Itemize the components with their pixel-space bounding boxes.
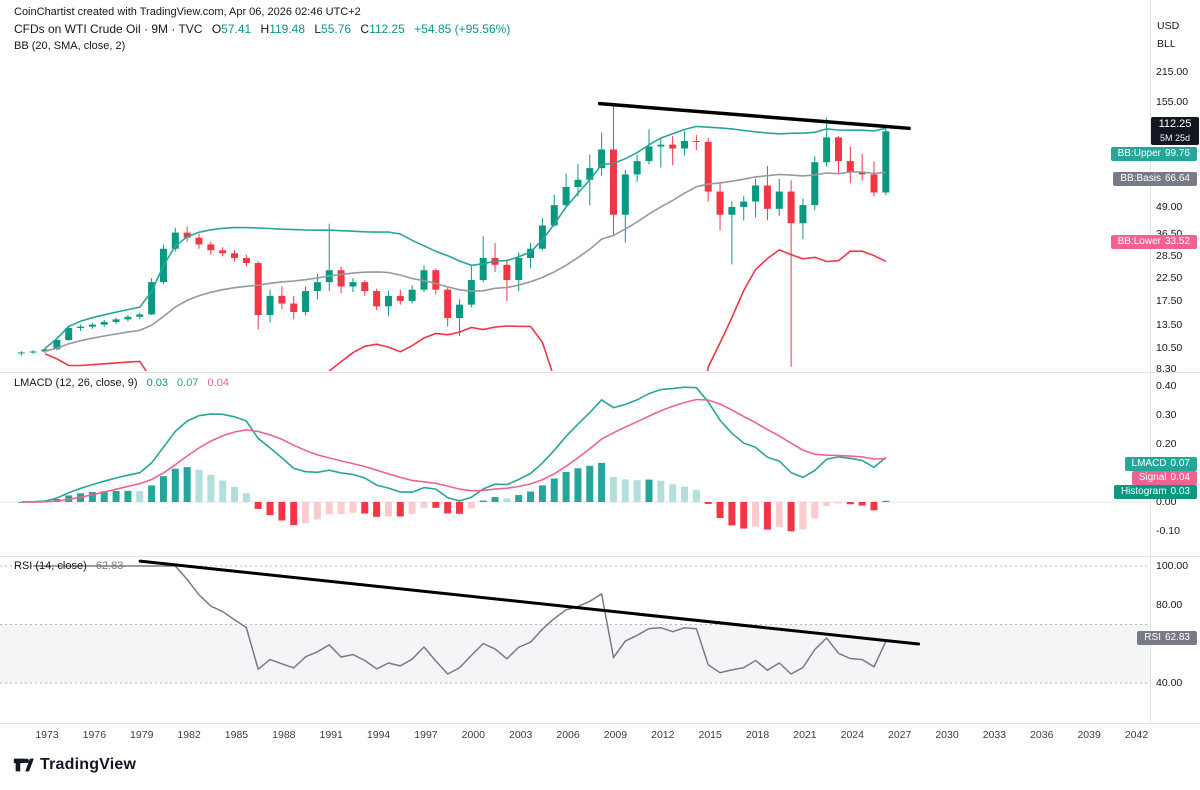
time-tick-label: 1976	[82, 729, 107, 741]
high-value: 119.48	[269, 22, 306, 36]
rsi-band-background	[0, 565, 1150, 684]
price-tick-label: 8.30	[1156, 363, 1177, 375]
close-value: 112.25	[369, 22, 405, 36]
macd-line-value: 0.07	[177, 377, 199, 389]
time-tick-label: 1973	[35, 729, 59, 741]
measure-unit-label: BLL	[1157, 38, 1176, 50]
time-tick-label: 2003	[509, 729, 533, 741]
price-trendline[interactable]	[597, 101, 911, 131]
macd-pane-series	[17, 386, 890, 532]
tradingview-logo-icon	[13, 758, 34, 772]
time-tick-label: 1991	[319, 729, 343, 741]
time-tick-label: 2012	[651, 729, 675, 741]
macd-tick-label: 0.00	[1156, 496, 1177, 508]
macd-tick-label: 0.30	[1156, 409, 1177, 421]
time-tick-label: 2033	[982, 729, 1007, 741]
high-label: H	[260, 22, 270, 36]
time-tick-label: 2030	[935, 729, 959, 741]
time-tick-label: 2006	[556, 729, 580, 741]
bb-upper-line	[44, 125, 886, 350]
brand-name: TradingView	[40, 756, 137, 773]
rsi-legend-title: RSI (14, close)	[14, 560, 87, 572]
time-tick-label: 1988	[272, 729, 296, 741]
time-tick-label: 2042	[1124, 729, 1149, 741]
macd-legend-title: LMACD (12, 26, close, 9)	[14, 377, 138, 389]
last-price-value: 112.25	[1158, 118, 1192, 131]
bb-legend-title: BB (20, SMA, close, 2)	[14, 40, 126, 52]
time-tick-label: 2024	[840, 729, 864, 741]
time-tick-label: 2021	[793, 729, 817, 741]
price-tick-label: 28.50	[1156, 250, 1183, 263]
footer-brand[interactable]: TradingView	[12, 754, 136, 776]
low-label: L	[314, 22, 322, 36]
time-tick-label: 2036	[1030, 729, 1054, 741]
time-tick-label: 1979	[130, 729, 154, 741]
time-tick-label: 1994	[366, 729, 391, 741]
change-value: +54.85 (+95.56%)	[414, 22, 511, 36]
histogram-value-badge: Histogram 0.03	[1113, 485, 1197, 499]
open-value: 57.41	[221, 22, 252, 36]
rsi-tick-label: 100.00	[1156, 560, 1189, 572]
chart-canvas[interactable]	[0, 0, 1200, 755]
signal-line	[21, 398, 886, 503]
bb-upper-badge: BB:Upper 99.76	[1110, 147, 1197, 162]
price-tick-label: 13.50	[1156, 318, 1183, 331]
bb-lower-badge: BB:Lower 33.52	[1110, 234, 1197, 249]
open-label: O	[211, 22, 222, 36]
watermark-text: CoinChartist created with TradingView.co…	[14, 6, 361, 18]
low-value: 55.76	[321, 22, 352, 36]
macd-tick-label: -0.10	[1156, 525, 1180, 537]
time-tick-label: 2027	[887, 729, 912, 741]
price-tick-label: 17.50	[1156, 294, 1183, 307]
signal-value-badge: Signal 0.04	[1131, 471, 1197, 485]
macd-line	[21, 386, 887, 503]
macd-indicator-legend[interactable]: LMACD (12, 26, close, 9) 0.03 0.07 0.04	[14, 377, 229, 389]
bb-lower-line	[44, 248, 887, 371]
rsi-trendline[interactable]	[138, 559, 921, 646]
rsi-value-badge: RSI 62.83	[1137, 631, 1197, 646]
time-tick-label: 2039	[1077, 729, 1101, 741]
time-tick-label: 1997	[414, 729, 438, 741]
symbol-legend[interactable]: CFDs on WTI Crude Oil · 9M · TVC O57.41 …	[14, 22, 510, 36]
price-tick-label: 155.00	[1156, 95, 1189, 108]
rsi-legend-value: 62.83	[95, 560, 124, 572]
price-tick-label: 10.50	[1156, 341, 1183, 354]
price-scale[interactable]	[1151, 0, 1200, 723]
bar-countdown: 5M 25d	[1159, 133, 1191, 144]
time-tick-label: 2000	[461, 729, 486, 741]
macd-value-badge: LMACD 0.07	[1124, 457, 1197, 471]
rsi-indicator-legend[interactable]: RSI (14, close) 62.83	[14, 560, 123, 572]
time-tick-label: 2009	[603, 729, 628, 741]
symbol-title: CFDs on WTI Crude Oil · 9M · TVC	[14, 22, 203, 36]
last-price-badge: 112.25 5M 25d	[1151, 117, 1199, 146]
macd-tick-label: 0.40	[1156, 380, 1177, 392]
rsi-tick-label: 40.00	[1156, 677, 1183, 689]
time-tick-label: 2015	[698, 729, 722, 741]
time-scale[interactable]: 1973 1976 1979 1982 1985 1988 1991 1994 1997 2000…	[0, 723, 1150, 751]
price-tick-label: 49.00	[1156, 200, 1183, 213]
time-tick-label: 2018	[745, 729, 770, 741]
price-tick-label: 22.50	[1156, 271, 1183, 284]
time-tick-label: 1982	[177, 729, 201, 741]
close-label: C	[360, 22, 370, 36]
bb-indicator-legend[interactable]: BB (20, SMA, close, 2)	[14, 40, 125, 52]
rsi-tick-label: 80.00	[1156, 599, 1183, 611]
bollinger-bands	[44, 125, 887, 371]
macd-hist-value: 0.03	[146, 377, 168, 389]
bb-basis-badge: BB:Basis 66.64	[1113, 171, 1197, 186]
currency-unit-label: USD	[1157, 20, 1180, 32]
macd-signal-value: 0.04	[207, 377, 229, 389]
time-tick-label: 1985	[224, 729, 249, 741]
price-tick-label: 215.00	[1156, 66, 1189, 78]
candlestick-series	[17, 106, 890, 367]
bb-basis-line	[44, 171, 886, 352]
macd-tick-label: 0.20	[1156, 438, 1177, 450]
